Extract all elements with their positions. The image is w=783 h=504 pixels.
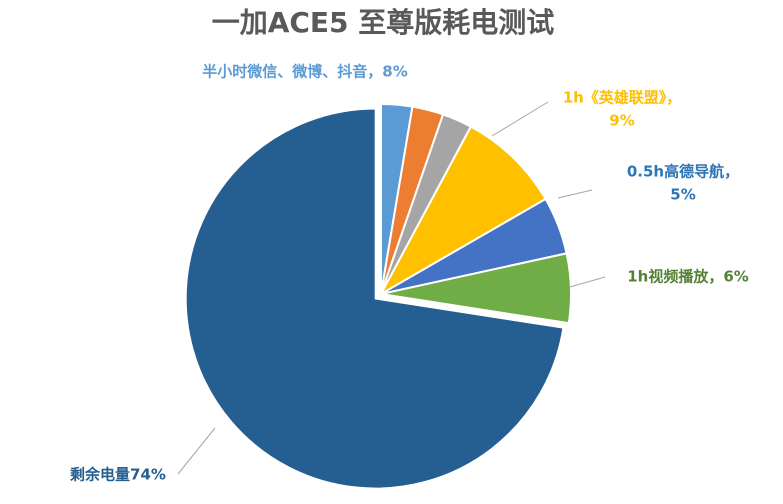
- chart-title: 一加ACE5 至尊版耗电测试: [212, 6, 555, 39]
- data-label: 5%: [670, 186, 695, 204]
- data-label: 1h视频播放，6%: [627, 268, 749, 286]
- data-label: 9%: [609, 112, 634, 130]
- data-label: 半小时微信、微博、抖音，8%: [202, 63, 407, 81]
- leader-line: [557, 189, 593, 199]
- pie-slice: [184, 107, 565, 490]
- data-label: 剩余电量74%: [70, 466, 166, 484]
- leader-line: [569, 276, 606, 288]
- leader-line: [491, 101, 549, 137]
- leader-line: [177, 427, 216, 475]
- data-label: 0.5h高德导航，: [627, 163, 739, 181]
- pie-slice: [378, 125, 547, 297]
- data-label: 1h《英雄联盟》，: [563, 89, 682, 107]
- pie-slice: [380, 252, 572, 325]
